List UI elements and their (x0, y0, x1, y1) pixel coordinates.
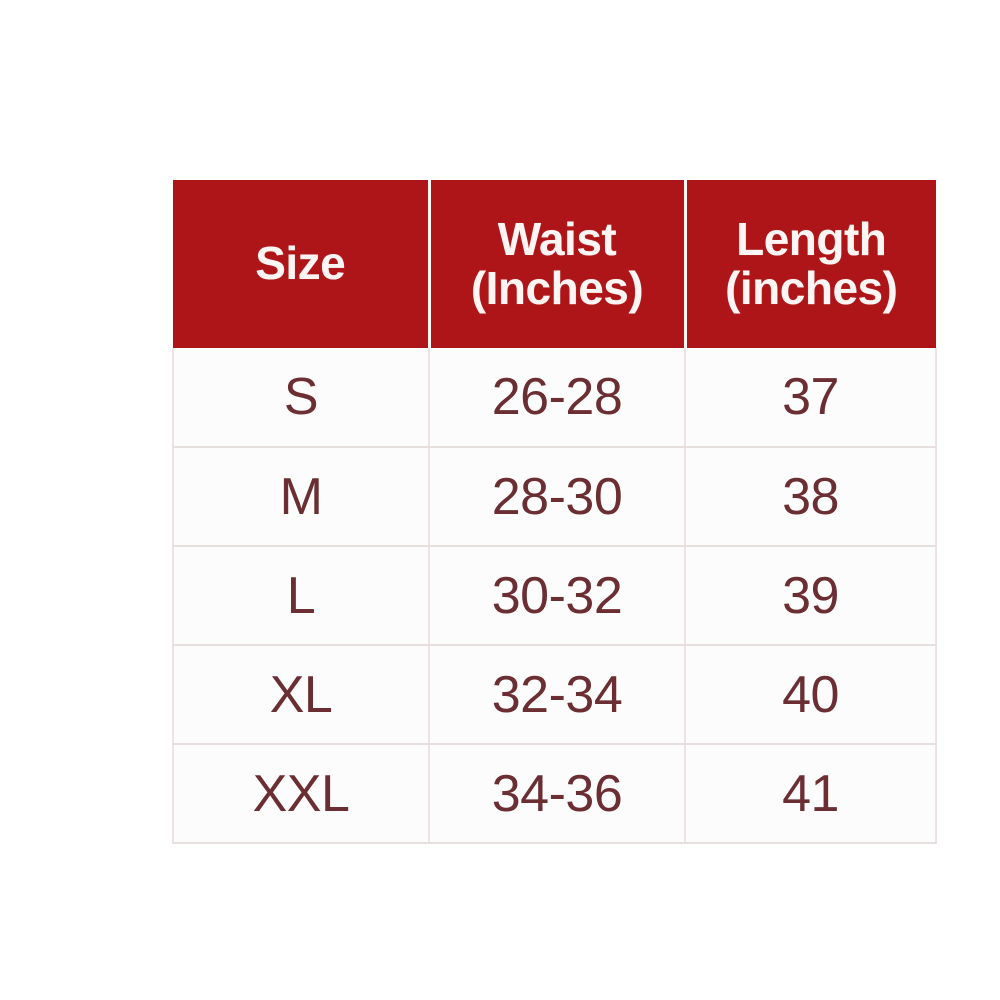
cell-waist: 26-28 (429, 348, 686, 448)
cell-size: S (172, 348, 430, 448)
column-header-waist-line1: Waist (497, 212, 617, 265)
cell-length: 41 (685, 744, 937, 844)
table-row: XXL 34-36 41 (172, 744, 937, 844)
cell-size: L (172, 546, 430, 646)
cell-length: 37 (685, 348, 937, 448)
cell-length: 40 (685, 645, 937, 745)
table-body: S 26-28 37 M 28-30 38 L 30-32 39 XL 32-3… (172, 348, 937, 844)
column-header-waist: Waist (Inches) (427, 180, 685, 348)
column-header-size: Size (173, 180, 429, 348)
cell-length: 38 (685, 447, 937, 547)
cell-waist: 34-36 (429, 744, 686, 844)
cell-length: 39 (685, 546, 937, 646)
header-row: Size Waist (Inches) Length (inches) (173, 180, 936, 348)
cell-size: XL (172, 645, 430, 745)
column-header-size-line1: Size (255, 237, 346, 290)
column-header-length-line1: Length (736, 212, 887, 265)
table-row: M 28-30 38 (172, 447, 937, 547)
column-header-length-line2: (inches) (725, 262, 898, 314)
cell-waist: 28-30 (429, 447, 686, 547)
column-header-waist-line2: (Inches) (470, 262, 644, 314)
cell-waist: 30-32 (429, 546, 686, 646)
size-chart-table: Size Waist (Inches) Length (inches) S 26… (172, 180, 937, 844)
table-header: Size Waist (Inches) Length (inches) (173, 180, 936, 348)
column-header-length: Length (inches) (683, 180, 936, 348)
cell-size: XXL (172, 744, 430, 844)
cell-waist: 32-34 (429, 645, 686, 745)
cell-size: M (172, 447, 430, 547)
table-row: XL 32-34 40 (172, 645, 937, 745)
table-row: L 30-32 39 (172, 546, 937, 646)
table-row: S 26-28 37 (172, 348, 937, 448)
